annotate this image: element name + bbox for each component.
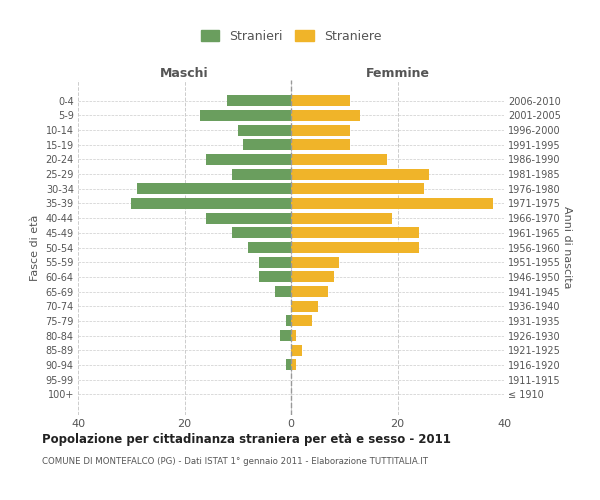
Bar	[291, 344, 302, 356]
Bar	[243, 140, 291, 150]
Bar	[286, 316, 291, 326]
Bar	[232, 228, 291, 238]
Bar	[232, 168, 291, 179]
Text: Femmine: Femmine	[365, 67, 430, 80]
Bar	[291, 124, 350, 136]
Bar	[291, 286, 328, 297]
Bar	[291, 198, 493, 209]
Bar	[131, 198, 291, 209]
Bar	[206, 154, 291, 165]
Bar	[248, 242, 291, 253]
Bar	[286, 360, 291, 370]
Bar	[291, 272, 334, 282]
Bar	[259, 256, 291, 268]
Y-axis label: Anni di nascita: Anni di nascita	[562, 206, 572, 289]
Bar	[291, 212, 392, 224]
Bar	[291, 360, 296, 370]
Bar	[291, 228, 419, 238]
Bar	[291, 95, 350, 106]
Bar	[291, 168, 430, 179]
Bar	[280, 330, 291, 341]
Bar	[291, 154, 387, 165]
Bar	[291, 256, 339, 268]
Text: Popolazione per cittadinanza straniera per età e sesso - 2011: Popolazione per cittadinanza straniera p…	[42, 432, 451, 446]
Bar	[200, 110, 291, 121]
Bar	[206, 212, 291, 224]
Bar	[291, 140, 350, 150]
Bar	[137, 184, 291, 194]
Text: COMUNE DI MONTEFALCO (PG) - Dati ISTAT 1° gennaio 2011 - Elaborazione TUTTITALIA: COMUNE DI MONTEFALCO (PG) - Dati ISTAT 1…	[42, 458, 428, 466]
Legend: Stranieri, Straniere: Stranieri, Straniere	[197, 26, 385, 46]
Bar	[275, 286, 291, 297]
Bar	[291, 316, 313, 326]
Bar	[291, 184, 424, 194]
Bar	[291, 110, 360, 121]
Bar	[291, 300, 317, 312]
Bar	[238, 124, 291, 136]
Bar	[259, 272, 291, 282]
Bar	[227, 95, 291, 106]
Bar	[291, 330, 296, 341]
Bar	[291, 242, 419, 253]
Text: Maschi: Maschi	[160, 67, 209, 80]
Y-axis label: Fasce di età: Fasce di età	[30, 214, 40, 280]
